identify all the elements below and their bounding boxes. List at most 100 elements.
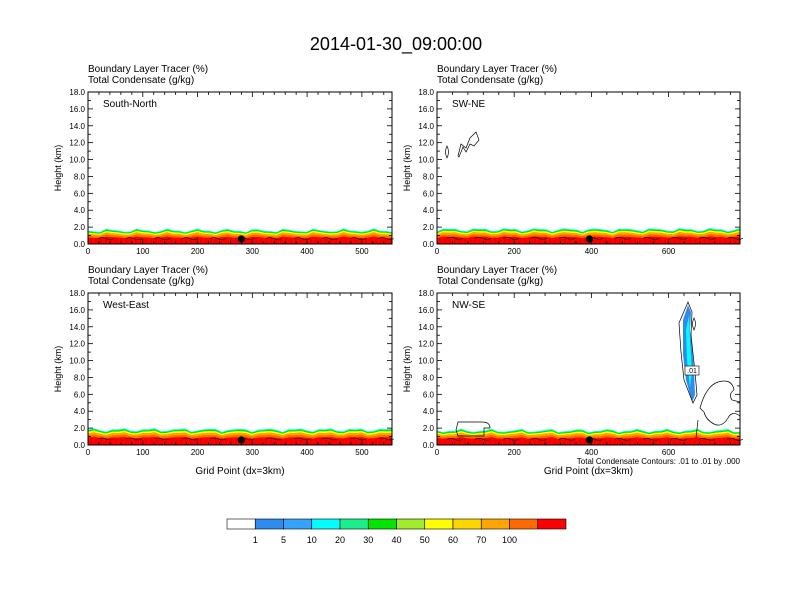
colorbar-swatch <box>311 518 341 530</box>
tracer-streaks <box>90 237 392 244</box>
panel-1: Boundary Layer Tracer (%)Total Condensat… <box>53 64 395 256</box>
x-tick-label: 0 <box>435 448 440 457</box>
colorbar-label: 40 <box>391 535 401 545</box>
y-tick-label: 2.0 <box>74 424 86 433</box>
condensate-contour <box>699 380 741 426</box>
y-tick-label: 2.0 <box>423 424 435 433</box>
y-tick-label: 18.0 <box>418 289 434 298</box>
x-tick-label: 600 <box>662 247 676 256</box>
x-tick-label: 500 <box>355 448 369 457</box>
x-tick-label: 300 <box>246 247 260 256</box>
y-tick-label: 10.0 <box>418 156 434 165</box>
y-tick-label: 6.0 <box>423 390 435 399</box>
y-tick-label: 18.0 <box>418 88 434 97</box>
colorbar-swatch <box>339 518 369 530</box>
x-tick-label: 300 <box>246 448 260 457</box>
condensate-contours <box>446 438 744 441</box>
panel-subtitle: Total Condensate (g/kg) <box>88 75 194 86</box>
y-tick-label: 12.0 <box>69 139 85 148</box>
colorbar-label: 30 <box>363 535 373 545</box>
x-tick-label: 200 <box>508 247 522 256</box>
colorbar-swatch <box>226 518 256 530</box>
y-tick-label: 14.0 <box>418 323 434 332</box>
contour-label-box <box>684 365 700 376</box>
condensate-contours <box>446 237 744 240</box>
y-tick-label: 0.0 <box>74 441 86 450</box>
tracer-streaks <box>439 438 736 445</box>
y-tick-label: 6.0 <box>74 189 86 198</box>
tracer-streaks <box>439 237 736 244</box>
colorbar-label: 60 <box>448 535 458 545</box>
condensate-contours <box>97 437 395 441</box>
panel-label: South-North <box>103 99 157 110</box>
colorbar-label: 70 <box>476 535 486 545</box>
colorbar-swatch <box>283 518 313 530</box>
contour-label: .01 <box>687 368 697 375</box>
plume-contour <box>692 317 696 331</box>
x-tick-label: 600 <box>662 448 676 457</box>
condensate-contour <box>455 421 491 437</box>
colorbar-label: 20 <box>335 535 345 545</box>
x-tick-label: 0 <box>435 247 440 256</box>
x-tick-label: 200 <box>508 448 522 457</box>
panel-title: Boundary Layer Tracer (%) <box>437 64 557 75</box>
x-tick-label: 0 <box>86 247 91 256</box>
colorbar-swatch <box>254 518 284 530</box>
y-tick-label: 14.0 <box>69 122 85 131</box>
x-tick-label: 400 <box>300 448 314 457</box>
panel-label: NW-SE <box>452 300 485 311</box>
colorbar-swatch <box>537 518 567 530</box>
colorbar-swatch <box>509 518 539 530</box>
colorbar-label: 10 <box>307 535 317 545</box>
condensate-contour <box>445 145 449 159</box>
x-tick-label: 400 <box>585 247 599 256</box>
colorbar-swatch <box>452 518 482 530</box>
y-tick-label: 16.0 <box>418 306 434 315</box>
y-tick-label: 4.0 <box>423 206 435 215</box>
panel-title: Boundary Layer Tracer (%) <box>88 64 208 75</box>
y-axis-label: Height (km) <box>402 346 412 393</box>
y-tick-label: 8.0 <box>423 172 435 181</box>
panel-3: Boundary Layer Tracer (%)Total Condensat… <box>53 265 395 477</box>
y-tick-label: 0.0 <box>423 441 435 450</box>
y-tick-label: 14.0 <box>69 323 85 332</box>
y-tick-label: 16.0 <box>69 105 85 114</box>
contour-note: Total Condensate Contours: .01 to .01 by… <box>577 457 741 466</box>
colorbar-label: 50 <box>420 535 430 545</box>
y-tick-label: 8.0 <box>74 172 86 181</box>
y-axis-label: Height (km) <box>53 346 63 393</box>
plot-frame <box>436 91 741 245</box>
y-axis-label: Height (km) <box>53 145 63 192</box>
x-tick-label: 200 <box>191 448 205 457</box>
y-tick-label: 8.0 <box>74 373 86 382</box>
y-tick-label: 10.0 <box>69 156 85 165</box>
x-tick-label: 100 <box>136 247 150 256</box>
panel-label: West-East <box>103 300 149 311</box>
panel-title: Boundary Layer Tracer (%) <box>88 265 208 276</box>
y-tick-label: 6.0 <box>423 189 435 198</box>
station-marker <box>237 436 245 444</box>
panel-subtitle: Total Condensate (g/kg) <box>88 276 194 287</box>
y-tick-label: 16.0 <box>418 105 434 114</box>
panel-subtitle: Total Condensate (g/kg) <box>437 75 543 86</box>
station-marker <box>237 235 245 243</box>
tracer-streaks <box>90 438 392 445</box>
figure-title: 2014-01-30_09:00:00 <box>310 34 482 55</box>
y-tick-label: 10.0 <box>69 357 85 366</box>
x-axis-label: Grid Point (dx=3km) <box>195 466 284 477</box>
y-tick-label: 14.0 <box>418 122 434 131</box>
y-tick-label: 10.0 <box>418 357 434 366</box>
colorbar-swatch <box>367 518 397 530</box>
x-tick-label: 100 <box>136 448 150 457</box>
panels: Boundary Layer Tracer (%)Total Condensat… <box>53 64 744 477</box>
colorbar-swatch <box>424 518 454 530</box>
y-tick-label: 4.0 <box>74 206 86 215</box>
y-tick-label: 16.0 <box>69 306 85 315</box>
condensate-contour <box>457 131 480 158</box>
colorbar-label: 100 <box>502 535 517 545</box>
y-tick-label: 2.0 <box>423 223 435 232</box>
x-tick-label: 400 <box>300 247 314 256</box>
colorbar-label: 1 <box>253 535 258 545</box>
y-tick-label: 18.0 <box>69 289 85 298</box>
x-axis-label: Grid Point (dx=3km) <box>544 466 633 477</box>
